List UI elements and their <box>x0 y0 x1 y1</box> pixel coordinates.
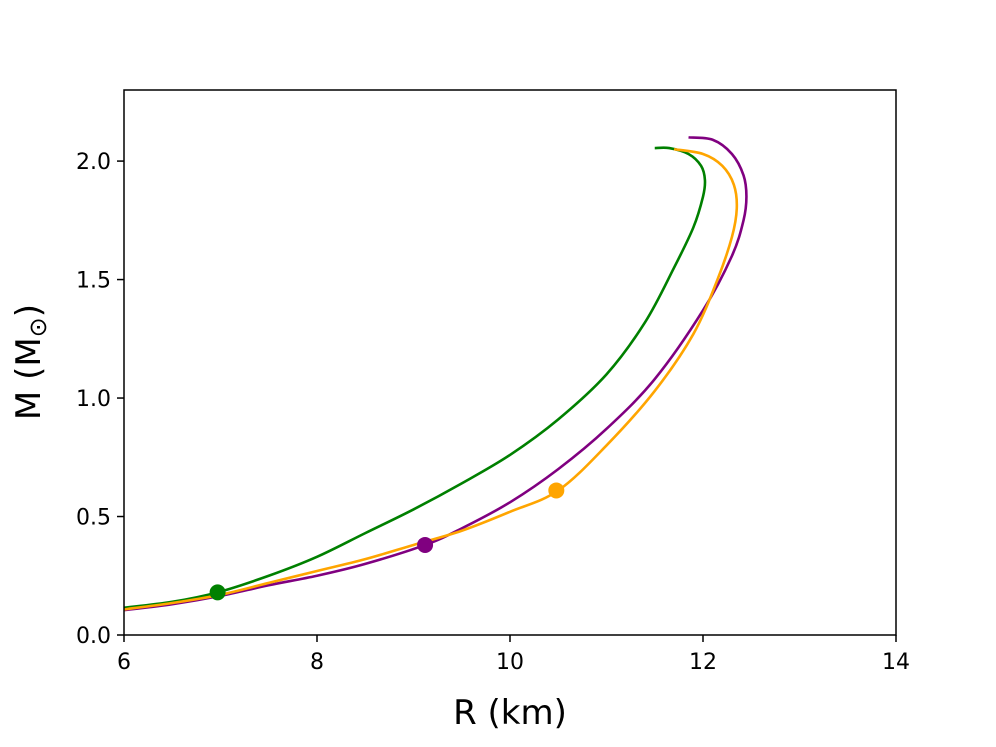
y-axis-label: M (M⊙) <box>9 304 52 420</box>
series-marker-3 <box>548 482 565 499</box>
x-tick-label: 14 <box>882 650 910 675</box>
x-tick-label: 12 <box>689 650 717 675</box>
x-axis-ticks: 6 8 10 12 14 <box>117 635 910 675</box>
series-layer <box>123 136 748 612</box>
plot-frame <box>123 89 897 636</box>
y-axis-label-close: ) <box>9 304 49 317</box>
series-line-1 <box>123 146 707 610</box>
x-tick-label: 10 <box>496 650 524 675</box>
y-tick-label: 0.5 <box>76 506 111 531</box>
y-tick-label: 1.5 <box>76 269 111 294</box>
series-line-2 <box>123 136 748 612</box>
y-axis-label-sub: ⊙ <box>24 317 52 337</box>
y-tick-label: 2.0 <box>76 150 111 175</box>
y-axis-ticks: 0.0 0.5 1.0 1.5 2.0 <box>76 150 124 649</box>
y-tick-label: 0.0 <box>76 624 111 649</box>
y-tick-label: 1.0 <box>76 387 111 412</box>
x-tick-label: 6 <box>117 650 131 675</box>
marker-layer <box>209 482 565 601</box>
series-line-3 <box>123 147 739 611</box>
series-marker-2 <box>417 536 434 553</box>
x-axis-label: R (km) <box>453 693 567 733</box>
series-marker-1 <box>209 584 226 601</box>
y-axis-label-main: M (M <box>9 337 49 420</box>
x-tick-label: 8 <box>310 650 324 675</box>
